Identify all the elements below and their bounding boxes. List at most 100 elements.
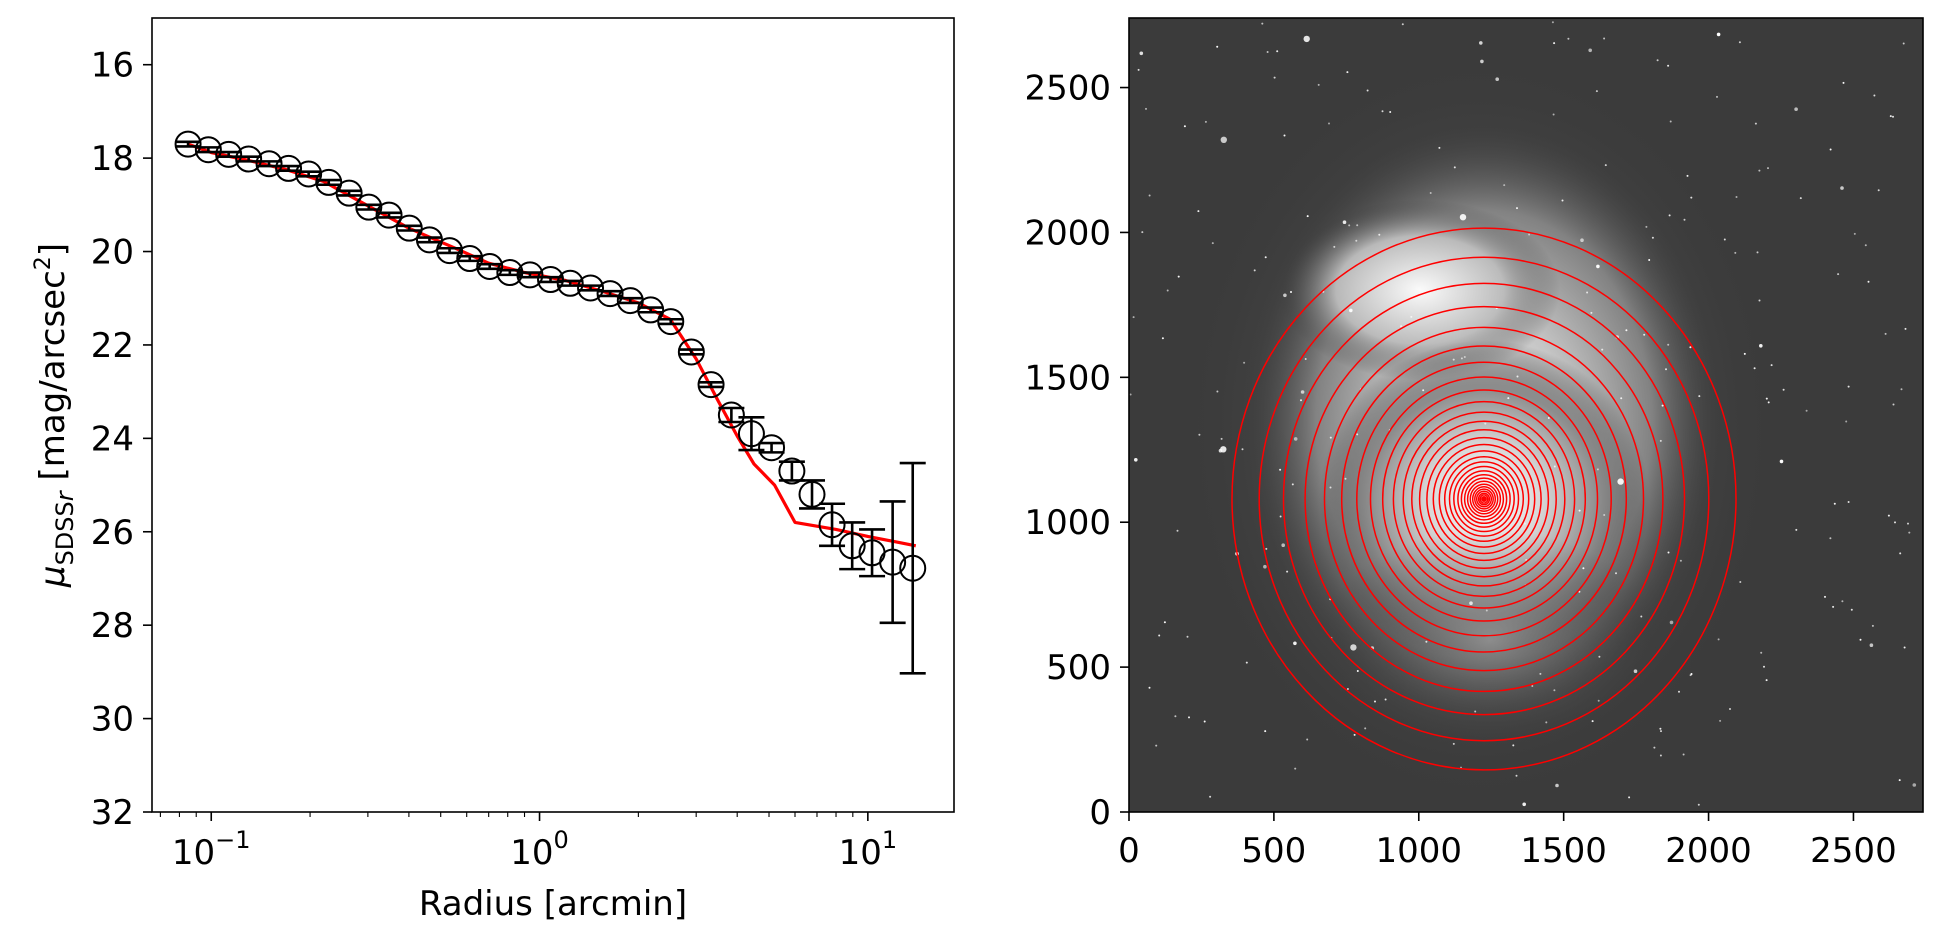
data-point: [194, 136, 222, 164]
data-point: [637, 296, 665, 324]
y-label-close: ]: [33, 243, 73, 256]
data-point: [717, 401, 745, 429]
star: [1203, 720, 1206, 723]
star: [1485, 609, 1488, 612]
star: [1348, 224, 1351, 227]
star: [1767, 167, 1769, 170]
star: [1656, 59, 1659, 62]
star: [1186, 635, 1189, 638]
star: [1643, 333, 1646, 336]
star: [1353, 733, 1356, 736]
star: [1263, 564, 1267, 569]
data-point: [355, 193, 383, 221]
star: [1867, 280, 1870, 283]
star: [1799, 197, 1802, 200]
data-point: [657, 308, 685, 336]
profile-y-tick-label: 26: [91, 513, 134, 553]
aperture-center-marker: [1481, 496, 1487, 502]
star: [1134, 458, 1138, 462]
star: [1603, 514, 1606, 516]
aperture-ellipse: [1369, 376, 1599, 622]
field-stars: [1129, 21, 1917, 807]
data-point: [516, 261, 544, 289]
y-label-sub: SDSS: [51, 501, 79, 565]
star: [1216, 390, 1219, 393]
star: [1864, 244, 1867, 247]
star: [1161, 337, 1164, 340]
data-point: [778, 457, 806, 485]
svg-text:μSDSSr [mag/arcsec2]: μSDSSr [mag/arcsec2]: [31, 243, 79, 588]
star: [1596, 264, 1600, 269]
star: [1591, 720, 1594, 723]
star: [1698, 395, 1701, 398]
data-point: [456, 245, 484, 273]
star: [1148, 686, 1151, 689]
star: [1832, 605, 1835, 608]
star: [1651, 236, 1654, 239]
star: [1516, 375, 1519, 378]
star: [1653, 746, 1656, 749]
star: [1601, 348, 1604, 351]
image-x-tick-label: 1500: [1520, 831, 1607, 871]
star: [1758, 299, 1761, 302]
star: [1892, 115, 1894, 118]
star: [1300, 399, 1302, 402]
star: [1845, 420, 1848, 423]
star: [1765, 397, 1768, 400]
y-label-unit-sup: 2: [31, 256, 56, 270]
star: [1155, 744, 1158, 747]
star: [1507, 397, 1510, 400]
star: [1503, 184, 1506, 187]
profile-x-axis-label: Radius [arcmin]: [419, 884, 687, 924]
star: [1756, 251, 1759, 254]
star: [1841, 600, 1844, 603]
star: [1869, 643, 1874, 647]
star: [1912, 783, 1917, 787]
star: [1561, 199, 1564, 202]
aperture-ellipse: [1460, 473, 1508, 525]
star: [1547, 417, 1550, 419]
data-point: [174, 130, 202, 158]
star: [1329, 486, 1332, 489]
star: [1759, 344, 1763, 348]
star: [1553, 689, 1556, 692]
star: [1904, 327, 1907, 330]
star: [1204, 120, 1207, 123]
aperture-ellipse: [1231, 227, 1737, 771]
star: [1853, 232, 1856, 235]
star: [1176, 529, 1179, 532]
data-point: [275, 154, 303, 182]
star: [1604, 164, 1607, 167]
star: [1659, 727, 1662, 730]
star: [1729, 708, 1731, 710]
star: [1678, 690, 1680, 693]
galaxy-lower-lobe: [1320, 530, 1660, 750]
star: [1141, 231, 1144, 234]
star: [1294, 767, 1297, 770]
star: [1719, 719, 1722, 722]
star: [1553, 42, 1556, 45]
profile-plot-area: [152, 18, 954, 812]
star: [1850, 608, 1853, 611]
y-label-mu: μ: [33, 565, 73, 588]
star: [1539, 672, 1542, 675]
star: [1753, 367, 1756, 370]
star: [1148, 194, 1151, 197]
aperture-ellipse: [1418, 428, 1550, 570]
aperture-ellipse: [1479, 494, 1489, 504]
star: [1306, 215, 1309, 218]
star: [1329, 436, 1332, 439]
aperture-ellipse: [1438, 450, 1530, 548]
star: [1743, 352, 1746, 355]
aperture-ellipse: [1356, 361, 1612, 637]
profile-y-tick-label: 30: [91, 700, 134, 740]
star: [1615, 572, 1617, 575]
star: [1767, 401, 1770, 404]
image-axes: 0 500 1000 1500 2000 2500 0 500 1000 1500 2000 2500: [1024, 69, 1896, 871]
image-x-tick-label: 500: [1241, 831, 1306, 871]
star: [1679, 559, 1682, 562]
star: [1283, 293, 1287, 298]
star: [1596, 468, 1599, 471]
star: [1346, 688, 1349, 690]
star: [1132, 316, 1135, 319]
